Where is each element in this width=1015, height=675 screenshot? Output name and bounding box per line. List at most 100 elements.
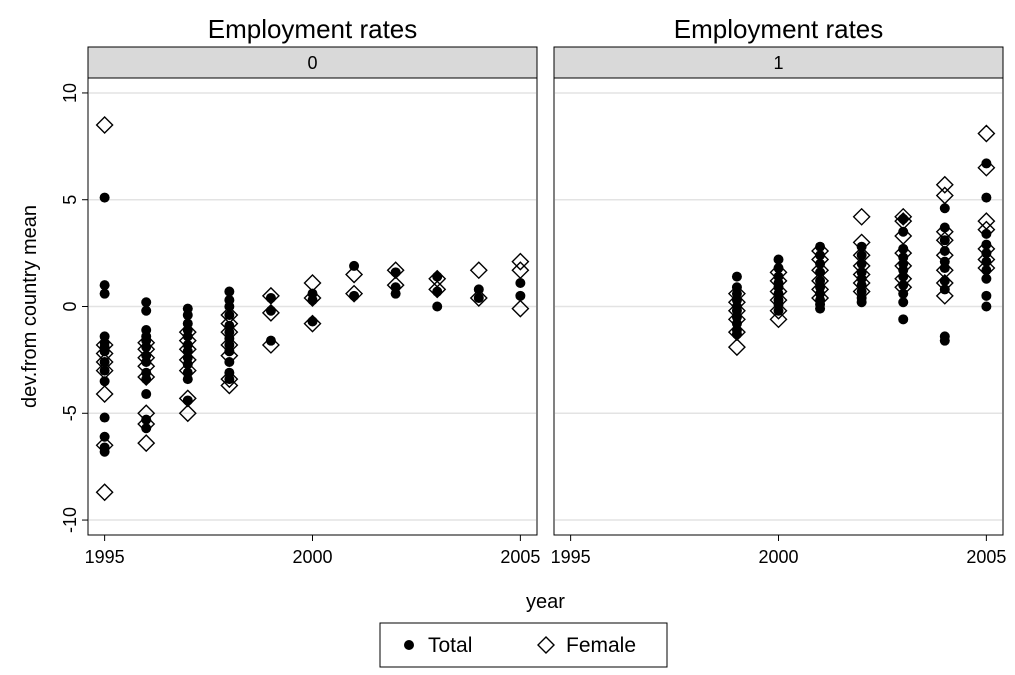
female-point [894, 207, 913, 226]
total-point [515, 278, 526, 289]
total-point [939, 284, 950, 295]
female-point [261, 286, 280, 305]
total-point [815, 303, 826, 314]
total-point [141, 305, 152, 316]
total-point [141, 357, 152, 368]
female-point [178, 389, 197, 408]
female-point [95, 353, 114, 372]
female-point [178, 404, 197, 423]
female-point [469, 261, 488, 280]
total-point [224, 357, 235, 368]
total-point [182, 331, 193, 342]
total-point [432, 286, 443, 297]
total-point [898, 297, 909, 308]
female-point [811, 261, 830, 280]
female-point [386, 261, 405, 280]
total-point [815, 250, 826, 261]
female-point [261, 303, 280, 322]
female-point [852, 274, 871, 292]
y-tick-label: 5 [60, 195, 80, 205]
x-tick-label: 1995 [551, 547, 591, 567]
female-point [303, 314, 322, 333]
legend-female-label: Female [566, 634, 636, 657]
female-point [811, 250, 830, 269]
female-point [811, 280, 830, 299]
female-point [137, 348, 156, 367]
female-point [178, 331, 197, 350]
total-point [141, 389, 152, 400]
y-tick-label: 10 [60, 83, 80, 103]
female-point [769, 282, 788, 301]
total-point [265, 335, 276, 346]
total-point [815, 258, 826, 269]
panel-title: Employment rates [674, 14, 884, 44]
female-point [769, 301, 788, 320]
y-tick-label: -5 [60, 405, 80, 421]
total-point [981, 192, 992, 203]
total-point [856, 250, 867, 261]
total-point [898, 213, 909, 224]
female-point [769, 263, 788, 282]
total-point [390, 267, 401, 278]
total-point [981, 239, 992, 250]
female-point [811, 241, 830, 260]
female-point [137, 340, 156, 359]
female-point [469, 288, 488, 307]
total-point [773, 254, 784, 265]
total-point [141, 374, 152, 385]
female-point [178, 350, 197, 369]
female-point [95, 436, 114, 455]
x-tick-label: 2005 [500, 547, 540, 567]
total-point [99, 288, 110, 299]
female-point [769, 310, 788, 329]
female-point [935, 186, 954, 205]
x-tick-label: 2000 [292, 547, 332, 567]
total-point [731, 271, 742, 282]
female-point [977, 259, 996, 278]
total-point [141, 423, 152, 434]
total-point [898, 314, 909, 325]
female-point [303, 288, 322, 307]
total-point [981, 248, 992, 259]
female-point [894, 278, 913, 297]
x-tick-label: 1995 [85, 547, 125, 567]
female-point [852, 207, 871, 226]
legend-total-label: Total [428, 634, 472, 657]
female-point [935, 286, 954, 305]
female-point [935, 231, 954, 250]
total-point [981, 290, 992, 301]
female-point [220, 323, 239, 342]
panel-strip-label: 0 [307, 53, 317, 73]
female-point [727, 301, 746, 320]
female-point [769, 271, 788, 290]
female-point [894, 227, 913, 246]
total-point [265, 305, 276, 316]
female-point [852, 246, 871, 265]
total-point [224, 286, 235, 297]
total-point [99, 376, 110, 387]
female-point [95, 344, 114, 363]
female-point [894, 244, 913, 263]
female-point [977, 250, 996, 269]
female-point [894, 212, 913, 231]
female-point [220, 376, 239, 395]
total-point [99, 412, 110, 423]
total-point [939, 263, 950, 274]
panel-title: Employment rates [208, 14, 418, 44]
panel-strip [553, 46, 1004, 79]
female-point [977, 239, 996, 258]
female-point [811, 288, 830, 307]
y-axis-title: dev.from country mean [19, 205, 41, 408]
total-point [981, 301, 992, 312]
female-point [852, 233, 871, 252]
female-point [935, 175, 954, 194]
female-point [977, 158, 996, 177]
female-point [261, 335, 280, 354]
female-point [220, 335, 239, 354]
total-point [981, 273, 992, 284]
total-point [939, 203, 950, 214]
female-point [511, 261, 530, 280]
female-point [727, 323, 746, 342]
